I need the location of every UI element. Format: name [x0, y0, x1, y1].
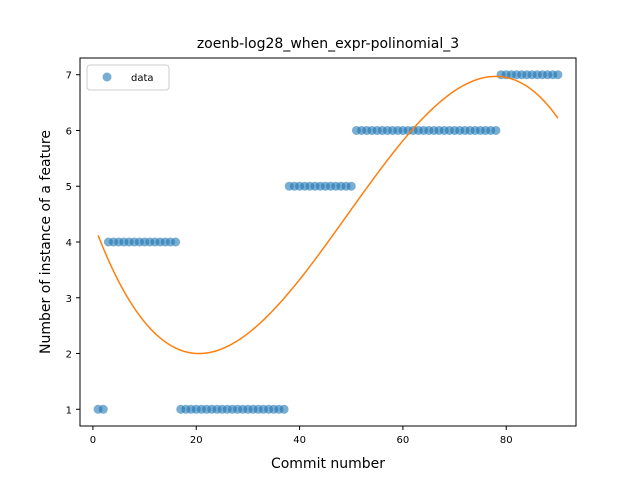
y-tick-label: 2	[66, 350, 72, 361]
data-point	[491, 125, 501, 135]
y-tick-label: 7	[66, 71, 72, 82]
data-point	[279, 404, 289, 414]
plot-area	[93, 70, 563, 414]
x-tick-label: 80	[500, 435, 513, 446]
y-tick-label: 3	[66, 294, 72, 305]
y-tick-label: 4	[66, 238, 72, 249]
legend-marker-data	[102, 72, 112, 82]
x-axis-label: Commit number	[271, 456, 385, 472]
chart-title: zoenb-log28_when_expr-polinomial_3	[197, 36, 459, 52]
x-tick-label: 0	[90, 435, 96, 446]
legend-box	[86, 64, 170, 91]
x-tick-label: 40	[293, 435, 306, 446]
data-point	[553, 70, 563, 80]
y-tick-label: 6	[66, 126, 72, 137]
y-tick-label: 5	[66, 182, 72, 193]
y-tick-label: 1	[66, 405, 72, 416]
legend: data	[86, 64, 170, 91]
x-tick-label: 60	[397, 435, 410, 446]
y-axis-label: Number of instance of a feature	[38, 130, 54, 354]
data-point	[98, 404, 108, 414]
fit-curve	[97, 75, 559, 355]
legend-label-data: data	[131, 73, 154, 84]
x-tick-label: 20	[190, 435, 203, 446]
data-point	[346, 181, 356, 191]
data-point	[171, 237, 181, 247]
